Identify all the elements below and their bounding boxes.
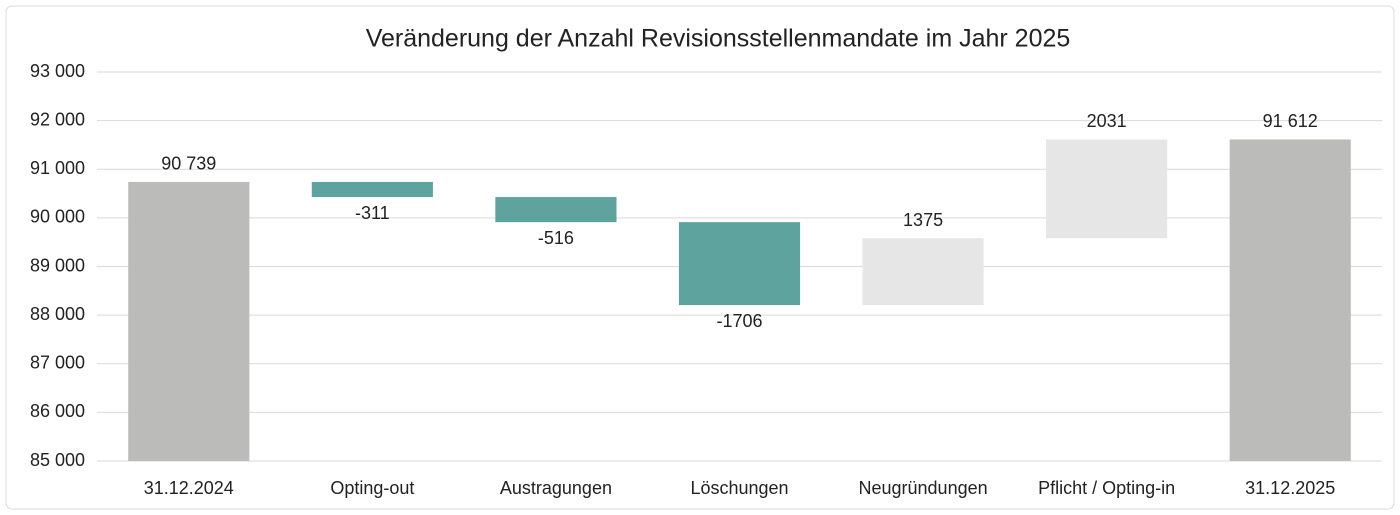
- y-tick-label: 89 000: [30, 255, 85, 275]
- y-tick-label: 87 000: [30, 353, 85, 373]
- y-tick-label: 91 000: [30, 158, 85, 178]
- data-label: 91 612: [1263, 111, 1318, 131]
- bar: [1229, 139, 1351, 461]
- x-tick-label: 31.12.2025: [1245, 478, 1335, 498]
- x-tick-label: Opting-out: [330, 478, 414, 498]
- data-label: -516: [538, 228, 574, 248]
- data-label: 2031: [1087, 111, 1127, 131]
- data-label: -311: [355, 203, 390, 223]
- y-tick-label: 85 000: [30, 450, 85, 470]
- y-tick-label: 86 000: [30, 401, 85, 421]
- x-tick-label: Austragungen: [500, 478, 612, 498]
- x-tick-label: 31.12.2024: [144, 478, 234, 498]
- x-tick-label: Neugründungen: [859, 478, 988, 498]
- data-label: 90 739: [161, 154, 216, 174]
- y-tick-label: 92 000: [30, 109, 85, 129]
- data-label: -1706: [716, 311, 762, 331]
- y-tick-label: 88 000: [30, 304, 85, 324]
- bar: [862, 238, 984, 306]
- x-tick-label: Pflicht / Opting-in: [1038, 478, 1175, 498]
- bar: [311, 181, 433, 198]
- bar: [1046, 139, 1168, 239]
- chart-title: Veränderung der Anzahl Revisionsstellenm…: [366, 25, 1071, 53]
- y-tick-label: 93 000: [30, 61, 85, 81]
- bar: [128, 181, 250, 461]
- bar: [495, 197, 617, 223]
- y-tick-label: 90 000: [30, 207, 85, 227]
- bar: [678, 222, 801, 306]
- data-label: 1375: [903, 210, 943, 230]
- x-tick-label: Löschungen: [690, 478, 788, 498]
